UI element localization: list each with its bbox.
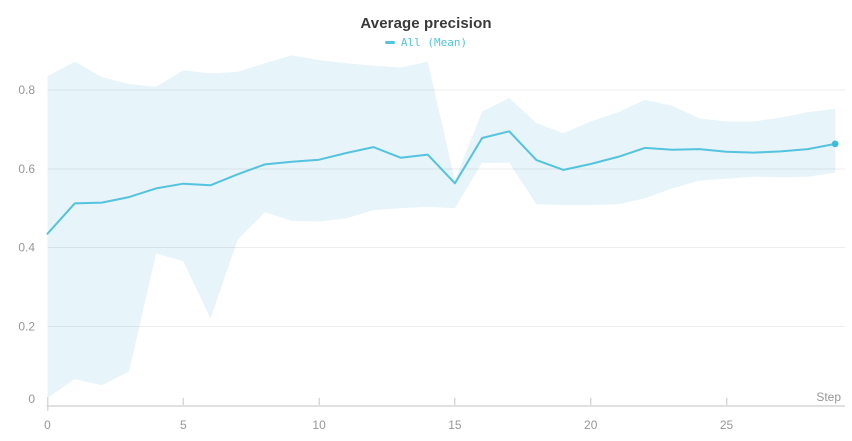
x-tick-label: 15 [448, 418, 462, 432]
x-axis-title: Step [816, 390, 841, 404]
y-tick-label: 0 [28, 392, 35, 406]
minmax-band [47, 55, 836, 398]
legend-item-all-mean[interactable]: All (Mean) [384, 36, 468, 49]
chart-title: Average precision [360, 15, 492, 32]
legend-label: All (Mean) [400, 36, 468, 49]
y-tick-label: 0.6 [18, 162, 35, 176]
legend: All (Mean) [0, 36, 852, 49]
y-tick-label: 0.2 [18, 319, 35, 333]
legend-line-marker-icon [384, 41, 395, 44]
x-tick-label: 5 [180, 418, 187, 432]
x-tick-label: 20 [584, 418, 598, 432]
last-point-marker [831, 140, 839, 148]
y-tick-label: 0.8 [18, 83, 35, 97]
x-tick-label: 25 [720, 418, 734, 432]
mean-line [46, 130, 837, 235]
x-tick-label: 0 [44, 418, 51, 432]
x-tick-label: 10 [312, 418, 326, 432]
y-tick-label: 0.4 [18, 241, 35, 255]
